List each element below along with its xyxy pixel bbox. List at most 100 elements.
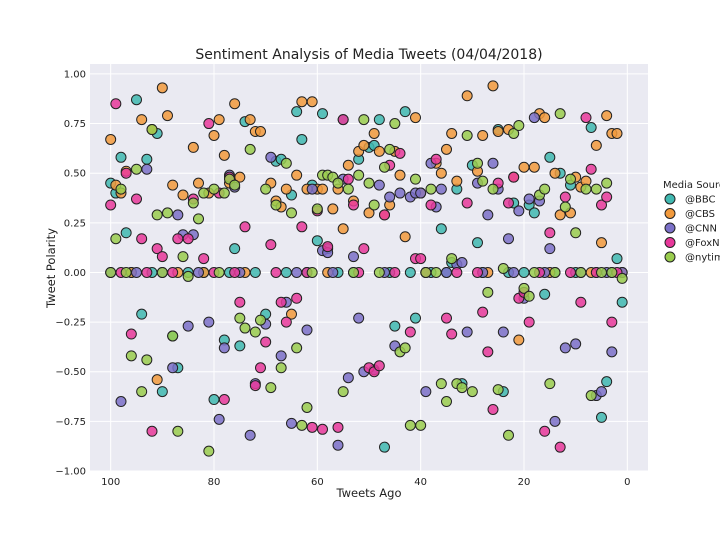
data-point-cbs xyxy=(441,143,452,155)
data-point-nytimes xyxy=(373,266,385,278)
data-point-foxnews xyxy=(229,266,241,278)
data-point-foxnews xyxy=(373,360,385,372)
data-point-foxnews xyxy=(523,316,535,328)
data-point-nytimes xyxy=(358,114,370,126)
data-point-cbs xyxy=(368,127,380,139)
data-point-cnn xyxy=(203,316,215,328)
data-point-cbs xyxy=(477,129,489,141)
data-point-cbs xyxy=(167,179,179,191)
data-point-bbc xyxy=(296,133,308,145)
data-point-nytimes xyxy=(492,384,504,396)
data-point-nytimes xyxy=(162,207,173,219)
data-point-cbs xyxy=(461,90,473,102)
data-point-cbs xyxy=(342,159,354,171)
data-point-cnn xyxy=(513,205,525,217)
legend-title: Media Sources xyxy=(663,180,720,191)
data-point-nytimes xyxy=(368,199,380,211)
data-point-nytimes xyxy=(482,286,494,298)
data-point-nytimes xyxy=(487,183,499,195)
data-point-foxnews xyxy=(446,328,458,340)
data-point-cbs xyxy=(435,167,447,179)
data-point-foxnews xyxy=(172,233,184,245)
data-point-cnn xyxy=(384,191,396,203)
data-point-nytimes xyxy=(363,177,375,189)
data-point-bbc xyxy=(229,243,241,255)
data-point-bbc xyxy=(136,308,148,320)
x-tick-label: 20 xyxy=(518,477,531,488)
data-point-foxnews xyxy=(105,199,117,211)
data-point-cbs xyxy=(549,167,561,179)
data-point-bbc xyxy=(611,253,623,265)
data-point-nytimes xyxy=(575,266,587,278)
data-point-nytimes xyxy=(182,270,194,282)
data-point-bbc xyxy=(410,312,421,324)
data-point-cbs xyxy=(373,145,385,157)
data-point-foxnews xyxy=(322,241,334,253)
data-point-cbs xyxy=(291,169,303,181)
data-point-bbc xyxy=(208,394,220,406)
data-point-cbs xyxy=(539,112,551,124)
data-point-foxnews xyxy=(477,306,489,318)
data-point-nytimes xyxy=(156,266,168,278)
data-point-nytimes xyxy=(384,143,396,155)
data-point-cnn xyxy=(523,193,535,205)
data-point-cnn xyxy=(528,112,540,124)
data-point-cnn xyxy=(213,413,225,425)
data-point-cnn xyxy=(441,266,452,278)
data-point-cnn xyxy=(461,326,473,338)
data-point-nytimes xyxy=(146,124,158,136)
data-point-cbs xyxy=(596,237,607,249)
data-point-bbc xyxy=(596,411,607,423)
data-point-nytimes xyxy=(497,262,509,274)
data-point-nytimes xyxy=(425,183,437,195)
data-point-cbs xyxy=(327,203,339,215)
data-point-nytimes xyxy=(570,227,582,239)
data-point-foxnews xyxy=(559,191,571,203)
data-point-nytimes xyxy=(115,183,127,195)
data-point-cbs xyxy=(528,161,540,173)
x-tick-label: 0 xyxy=(624,477,630,488)
data-point-nytimes xyxy=(203,445,215,457)
data-point-cbs xyxy=(218,149,230,161)
data-point-nytimes xyxy=(585,390,597,402)
data-point-nytimes xyxy=(260,183,272,195)
data-point-nytimes xyxy=(580,183,592,195)
data-point-foxnews xyxy=(472,266,483,278)
data-point-cbs xyxy=(358,139,370,151)
data-point-cbs xyxy=(399,231,411,243)
legend-marker-foxnews xyxy=(664,237,676,248)
data-point-bbc xyxy=(616,296,628,308)
data-point-foxnews xyxy=(146,425,158,437)
data-point-cbs xyxy=(492,126,504,138)
data-point-foxnews xyxy=(575,296,587,308)
data-point-foxnews xyxy=(131,193,142,205)
data-point-cnn xyxy=(342,372,354,384)
y-tick-label: −0.50 xyxy=(55,367,86,378)
data-point-cnn xyxy=(306,183,318,195)
data-point-foxnews xyxy=(270,266,282,278)
data-point-foxnews xyxy=(198,253,210,265)
data-point-cnn xyxy=(141,163,153,175)
data-point-cbs xyxy=(105,133,117,145)
data-point-foxnews xyxy=(379,209,390,221)
data-point-nytimes xyxy=(461,129,473,141)
data-point-foxnews xyxy=(291,292,303,304)
legend-entry-nytimes: @nytimes xyxy=(685,253,720,264)
data-point-nytimes xyxy=(404,419,416,431)
data-point-nytimes xyxy=(466,386,478,398)
legend-marker-bbc xyxy=(664,193,676,205)
data-point-cbs xyxy=(229,98,241,110)
data-point-foxnews xyxy=(239,221,251,233)
data-point-nytimes xyxy=(311,203,323,215)
legend-marker-nytimes xyxy=(664,251,676,263)
data-point-nytimes xyxy=(342,183,354,195)
data-point-cnn xyxy=(549,415,561,427)
data-point-nytimes xyxy=(456,382,468,394)
data-point-cnn xyxy=(167,362,179,374)
y-axis-label: Tweet Polarity xyxy=(44,228,58,309)
data-point-foxnews xyxy=(487,403,499,415)
data-point-foxnews xyxy=(596,199,607,211)
data-point-nytimes xyxy=(218,187,230,199)
data-point-foxnews xyxy=(275,296,287,308)
